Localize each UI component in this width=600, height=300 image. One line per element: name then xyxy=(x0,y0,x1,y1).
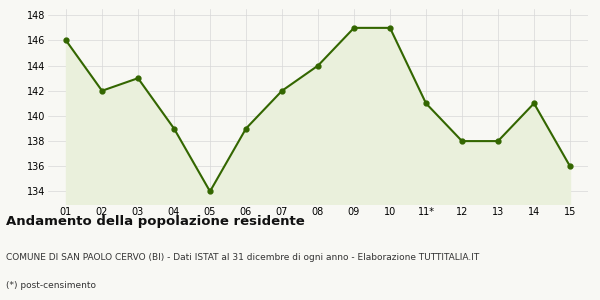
Text: Andamento della popolazione residente: Andamento della popolazione residente xyxy=(6,214,305,227)
Text: (*) post-censimento: (*) post-censimento xyxy=(6,280,96,290)
Text: COMUNE DI SAN PAOLO CERVO (BI) - Dati ISTAT al 31 dicembre di ogni anno - Elabor: COMUNE DI SAN PAOLO CERVO (BI) - Dati IS… xyxy=(6,254,479,262)
